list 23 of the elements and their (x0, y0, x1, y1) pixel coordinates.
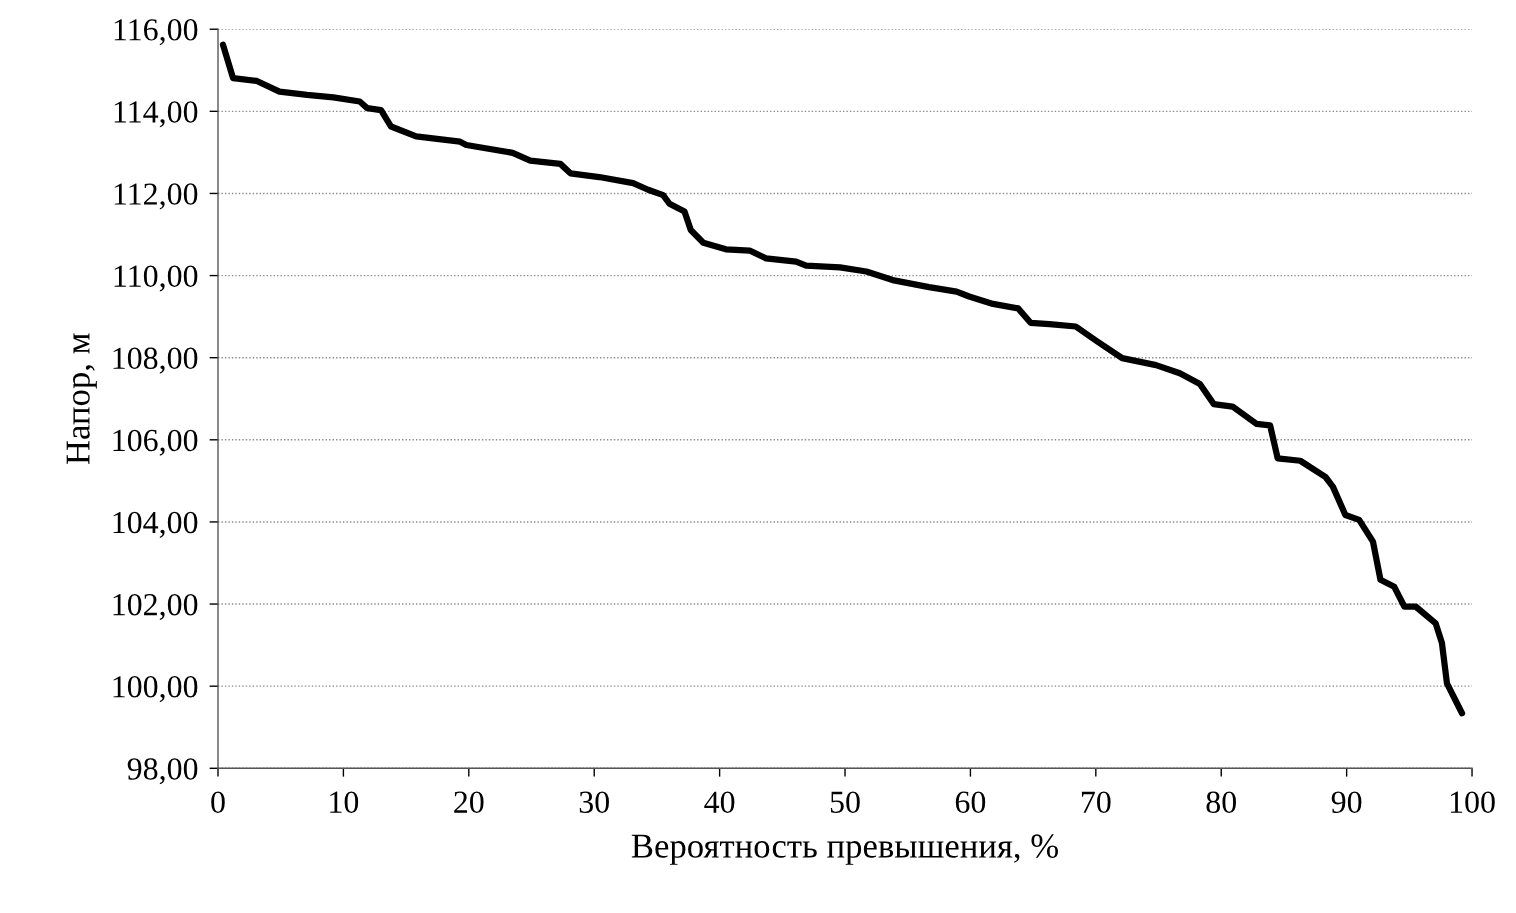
y-tick-label: 98,00 (127, 758, 198, 785)
x-tick-label: 20 (454, 791, 484, 813)
y-tick-label: 106,00 (113, 429, 198, 456)
y-axis-title: Напор, м (66, 333, 97, 465)
y-tick-label: 104,00 (113, 511, 198, 538)
y-tick-label: 114,00 (114, 101, 198, 128)
x-tick-label: 80 (1206, 791, 1236, 813)
y-tick-label: 116,00 (114, 19, 198, 46)
y-tick-label: 100,00 (113, 676, 198, 703)
x-tick-label: 70 (1081, 791, 1111, 813)
x-tick-label: 40 (704, 791, 735, 813)
y-tick-label: 108,00 (113, 347, 198, 374)
x-tick-label: 30 (579, 791, 609, 813)
x-axis-title: Вероятность превышения, % (631, 834, 1058, 865)
y-tick-label: 112,00 (114, 183, 198, 210)
x-tick-label: 90 (1331, 791, 1362, 813)
y-tick-label: 110,00 (114, 265, 198, 292)
x-tick-label: 10 (330, 791, 359, 813)
x-tick-label: 0 (211, 791, 225, 813)
x-tick-label: 60 (955, 791, 986, 813)
x-tick-label: 100 (1450, 791, 1495, 813)
x-tick-label: 50 (830, 791, 860, 813)
y-tick-label: 102,00 (113, 593, 198, 621)
